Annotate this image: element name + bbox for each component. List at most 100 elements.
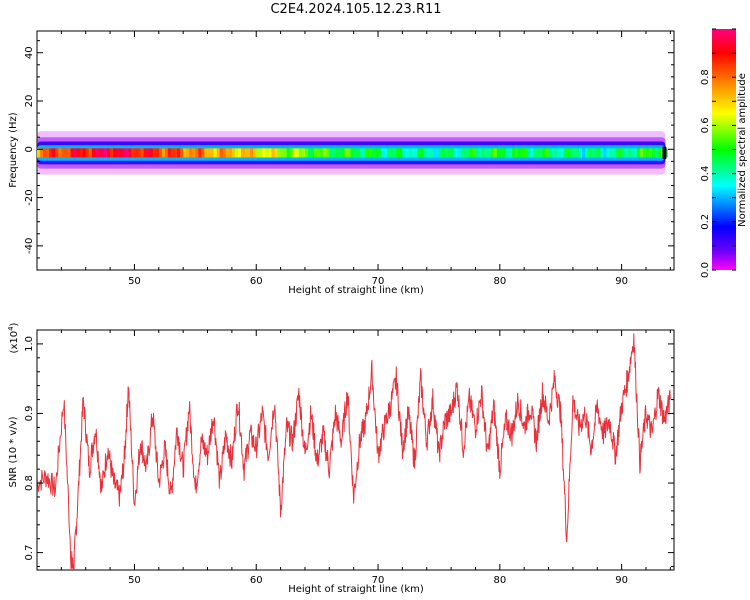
spectrogram-core-cell <box>265 148 270 158</box>
spectrogram-core-cell <box>502 148 507 158</box>
spectrogram-core-cell <box>167 148 172 158</box>
spectrogram-core-cell <box>548 148 553 158</box>
spectrogram-core-cell <box>119 148 123 158</box>
spectrogram-core-cell <box>493 148 498 158</box>
spectrogram-core-cell <box>234 148 239 158</box>
spectrogram-core-cell <box>496 148 501 158</box>
colorbar-ticks: 0.0 0.2 0.4 0.6 0.8 <box>700 28 736 278</box>
chart-title: C2E4.2024.105.12.23.R11 <box>270 2 442 17</box>
spectrogram-core-cell <box>49 148 53 158</box>
spectrogram-core-cell <box>463 148 467 158</box>
spectrogram-core-cell <box>374 148 379 158</box>
spectrogram-core-cell <box>338 148 343 158</box>
spectrogram-core-cell <box>329 148 333 158</box>
spectrogram-core-cell <box>247 148 251 158</box>
spectrogram-core-cell <box>94 148 99 158</box>
spectrogram-core-cell <box>572 148 577 158</box>
spectrogram-core-cell <box>116 148 120 158</box>
spectrogram-core-cell <box>359 148 364 158</box>
spectrogram-core-cell <box>170 148 175 158</box>
colorbar-label: Normalized spectral amplitude <box>737 73 748 227</box>
spectrogram-core-cell <box>454 148 458 158</box>
y-tick-label: -20 <box>24 189 35 205</box>
spectrogram-core-cell <box>642 148 647 158</box>
spectrogram-core-cell <box>137 148 142 158</box>
spectrogram-core-cell <box>655 148 659 158</box>
spectrogram-core-cell <box>79 148 84 158</box>
spectrogram-core-cell <box>362 148 367 158</box>
spectrogram-core-cell <box>615 148 620 158</box>
y-tick-label: -40 <box>24 238 35 254</box>
spectrogram-core-cell <box>393 148 397 158</box>
spectrogram-core-cell <box>152 148 157 158</box>
spectrogram-core-cell <box>262 148 266 158</box>
svg-text:(x104): (x104) <box>7 322 20 353</box>
spectrogram-core-cell <box>542 148 547 158</box>
spectrogram-core-cell <box>429 148 434 158</box>
spectrogram-core-cell <box>499 148 504 158</box>
spectrogram-core-cell <box>350 148 355 158</box>
spectrogram-core-cell <box>563 148 568 158</box>
spectrogram-core-cell <box>530 148 534 158</box>
spectrogram-core-cell <box>591 148 595 158</box>
spectrogram-core-cell <box>612 148 617 158</box>
spectrogram-core-cell <box>326 148 330 158</box>
spectrogram-core-cell <box>633 148 638 158</box>
spectrogram-core-cell <box>597 148 601 158</box>
spectrogram-core-cell <box>174 148 178 158</box>
x-tick-label: 70 <box>372 276 385 287</box>
spectrogram-core-cell <box>551 148 556 158</box>
spectrogram-core-cell <box>128 148 132 158</box>
spectrogram-core-cell <box>37 148 41 158</box>
y-tick-label: 0.8 <box>24 475 35 491</box>
snr-y-scale: (x104) <box>7 322 20 353</box>
spectrogram-core-cell <box>539 148 544 158</box>
spectrogram-core-cell <box>320 148 324 158</box>
spectrogram-core-cell <box>253 148 257 158</box>
spectrogram-core-cell <box>237 148 242 158</box>
spectrogram-core-cell <box>241 148 245 158</box>
spectrogram-core-cell <box>335 148 340 158</box>
spectrogram-core-cell <box>639 148 644 158</box>
spectrogram-core-cell <box>307 148 312 158</box>
spectrogram-core-cell <box>347 148 352 158</box>
spectrogram-core-cell <box>575 148 580 158</box>
snr-x-ticks: 50 60 70 80 90 <box>60 330 671 586</box>
spectrogram-core-cell <box>524 148 528 158</box>
spectrogram-core-cell <box>417 148 422 158</box>
spectrogram-core-cell <box>588 148 592 158</box>
spectrogram-core-cell <box>411 148 416 158</box>
spectrogram-core-cell <box>204 148 209 158</box>
spectrogram-core-cell <box>295 148 300 158</box>
spectrogram-core-cell <box>371 148 376 158</box>
snr-y-scale-exp: 4 <box>7 326 15 331</box>
x-tick-label: 90 <box>615 575 628 586</box>
spectrogram-core-cell <box>536 148 541 158</box>
spectrogram-core-cell <box>353 148 358 158</box>
colorbar-tick-label: 0.4 <box>700 166 711 182</box>
spectrogram-core-cell <box>250 148 254 158</box>
spectrogram-core-cell <box>314 148 318 158</box>
spectrogram-core-cell <box>219 148 224 158</box>
spectrogram-core-cell <box>469 148 474 158</box>
spectrogram-core-cell <box>52 148 56 158</box>
spectrogram-core-cell <box>545 148 550 158</box>
spectrogram-panel: 50 60 70 80 90 -40 -20 0 20 40 Height of straigh… <box>8 30 675 296</box>
spectrogram-core-cell <box>378 148 382 158</box>
spectrogram-core-cell <box>277 148 282 158</box>
spectrogram-core-cell <box>487 148 492 158</box>
spectrogram-core-cell <box>107 148 111 158</box>
spectrogram-core-cell <box>396 148 400 158</box>
spectrogram-core-cell <box>161 148 166 158</box>
spectrogram-core-cell <box>606 148 611 158</box>
spectrogram-core-cell <box>448 148 452 158</box>
spectrogram-y-label: Frequency (Hz) <box>8 112 19 188</box>
spectrogram-core-cell <box>566 148 571 158</box>
spectrogram-core-cell <box>472 148 477 158</box>
spectrogram-core-cell <box>180 148 184 158</box>
spectrogram-core-cell <box>289 148 294 158</box>
spectrogram-core-cell <box>40 148 44 158</box>
spectrogram-core-cell <box>627 148 632 158</box>
spectrogram-core-cell <box>426 148 431 158</box>
spectrogram-core-cell <box>140 148 145 158</box>
